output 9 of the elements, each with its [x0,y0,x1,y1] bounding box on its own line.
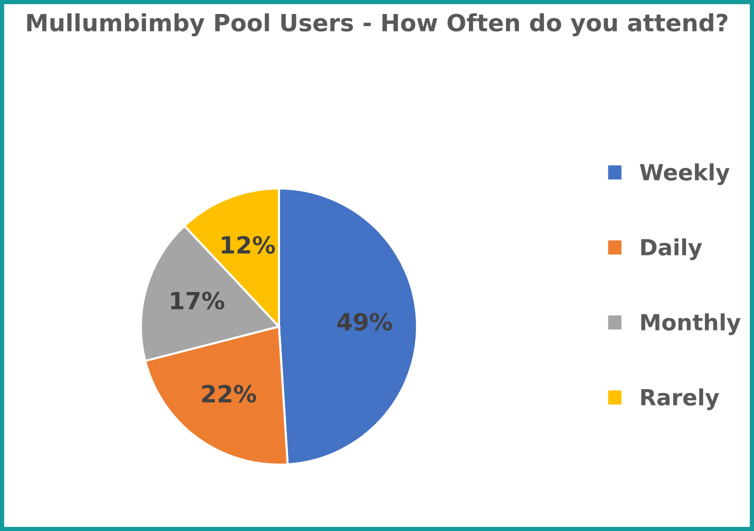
legend-label: Weekly [640,163,730,186]
legend-label: Rarely [641,388,720,410]
data-label: 49% [337,312,392,331]
chart-title: Mullumbimby Pool Users - How Often do you attend? [27,13,728,36]
legend-label: Daily [641,238,702,260]
legend-label: Monthly [641,313,741,336]
data-label: 17% [171,292,224,310]
data-label: 12% [222,236,275,254]
data-label: 22% [202,384,256,403]
